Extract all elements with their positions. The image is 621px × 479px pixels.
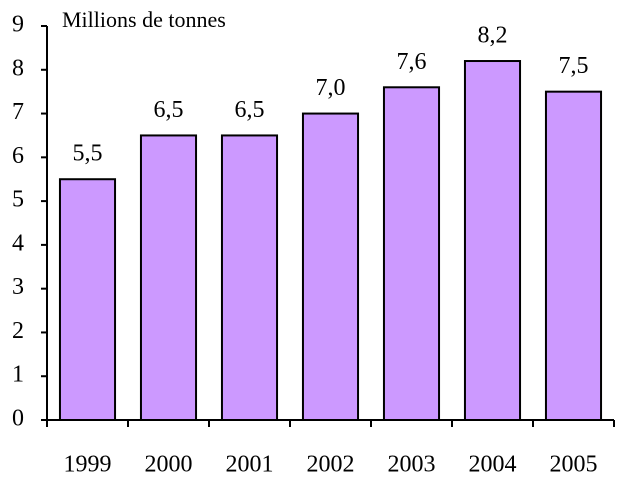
- y-tick-label: 3: [12, 274, 24, 300]
- axis-label: Millions de tonnes: [62, 7, 226, 32]
- y-tick-label: 5: [12, 187, 24, 213]
- value-label: 6,5: [235, 97, 265, 123]
- bar: [382, 86, 441, 422]
- bar: [301, 112, 360, 422]
- value-label: 7,6: [397, 49, 427, 75]
- y-tick-label: 4: [12, 230, 24, 256]
- bar: [220, 134, 279, 421]
- x-tick-label: 2001: [226, 452, 274, 478]
- value-label: 5,5: [73, 141, 103, 167]
- value-label: 7,5: [559, 53, 589, 79]
- y-tick-label: 1: [12, 362, 24, 388]
- y-tick-label: 7: [12, 99, 24, 125]
- value-label: 6,5: [154, 97, 184, 123]
- bar: [58, 178, 117, 421]
- x-tick-label: 2002: [307, 452, 355, 478]
- y-tick-label: 6: [12, 143, 24, 169]
- y-tick-label: 8: [12, 55, 24, 81]
- x-tick-label: 2004: [469, 452, 517, 478]
- y-tick-label: 2: [12, 318, 24, 344]
- bar: [463, 60, 522, 422]
- x-tick-label: 1999: [64, 452, 112, 478]
- x-tick-label: 2003: [388, 452, 436, 478]
- bar: [139, 134, 198, 421]
- value-label: 7,0: [316, 75, 346, 101]
- value-label: 8,2: [478, 23, 508, 49]
- x-tick-label: 2005: [550, 452, 598, 478]
- y-tick-label: 0: [12, 406, 24, 432]
- y-tick-label: 9: [12, 12, 24, 38]
- bar: [544, 90, 603, 422]
- x-tick-label: 2000: [145, 452, 193, 478]
